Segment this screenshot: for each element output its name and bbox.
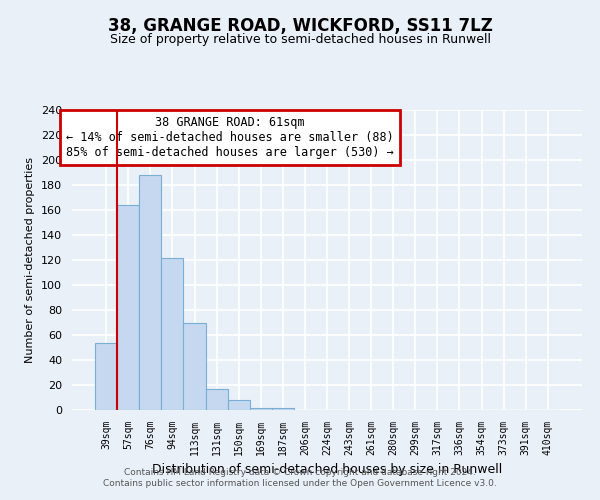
Bar	[95, 342, 117, 410]
Bar	[272, 408, 294, 410]
X-axis label: Distribution of semi-detached houses by size in Runwell: Distribution of semi-detached houses by …	[152, 464, 502, 476]
Text: Contains HM Land Registry data © Crown copyright and database right 2024.
Contai: Contains HM Land Registry data © Crown c…	[103, 468, 497, 487]
Bar	[117, 205, 139, 410]
Bar	[161, 258, 184, 410]
Bar	[184, 322, 206, 410]
Y-axis label: Number of semi-detached properties: Number of semi-detached properties	[25, 157, 35, 363]
Text: 38, GRANGE ROAD, WICKFORD, SS11 7LZ: 38, GRANGE ROAD, WICKFORD, SS11 7LZ	[107, 18, 493, 36]
Bar	[206, 389, 227, 410]
Bar	[250, 408, 272, 410]
Bar	[227, 400, 250, 410]
Text: Size of property relative to semi-detached houses in Runwell: Size of property relative to semi-detach…	[110, 32, 491, 46]
Text: 38 GRANGE ROAD: 61sqm
← 14% of semi-detached houses are smaller (88)
85% of semi: 38 GRANGE ROAD: 61sqm ← 14% of semi-deta…	[66, 116, 394, 159]
Bar	[139, 175, 161, 410]
